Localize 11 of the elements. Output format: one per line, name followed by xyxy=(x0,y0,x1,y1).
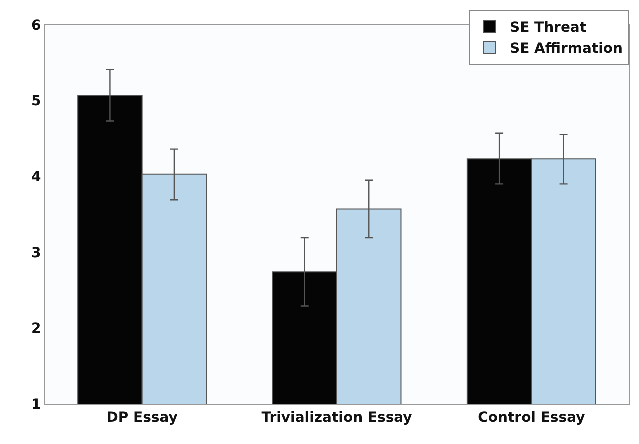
x-tick-label: DP Essay xyxy=(106,410,178,426)
legend-label: SE Threat xyxy=(510,20,587,36)
legend-label: SE Affirmation xyxy=(510,41,623,58)
x-tick-label: Trivialization Essay xyxy=(262,410,412,426)
y-tick-label: 2 xyxy=(31,321,42,338)
y-tick-label: 3 xyxy=(31,245,42,262)
y-tick-label: 5 xyxy=(31,94,42,110)
y-tick-label: 4 xyxy=(31,170,42,186)
x-tick-label: Control Essay xyxy=(478,410,586,426)
y-tick-label: 1 xyxy=(31,396,42,413)
y-tick-label: 6 xyxy=(31,18,42,34)
